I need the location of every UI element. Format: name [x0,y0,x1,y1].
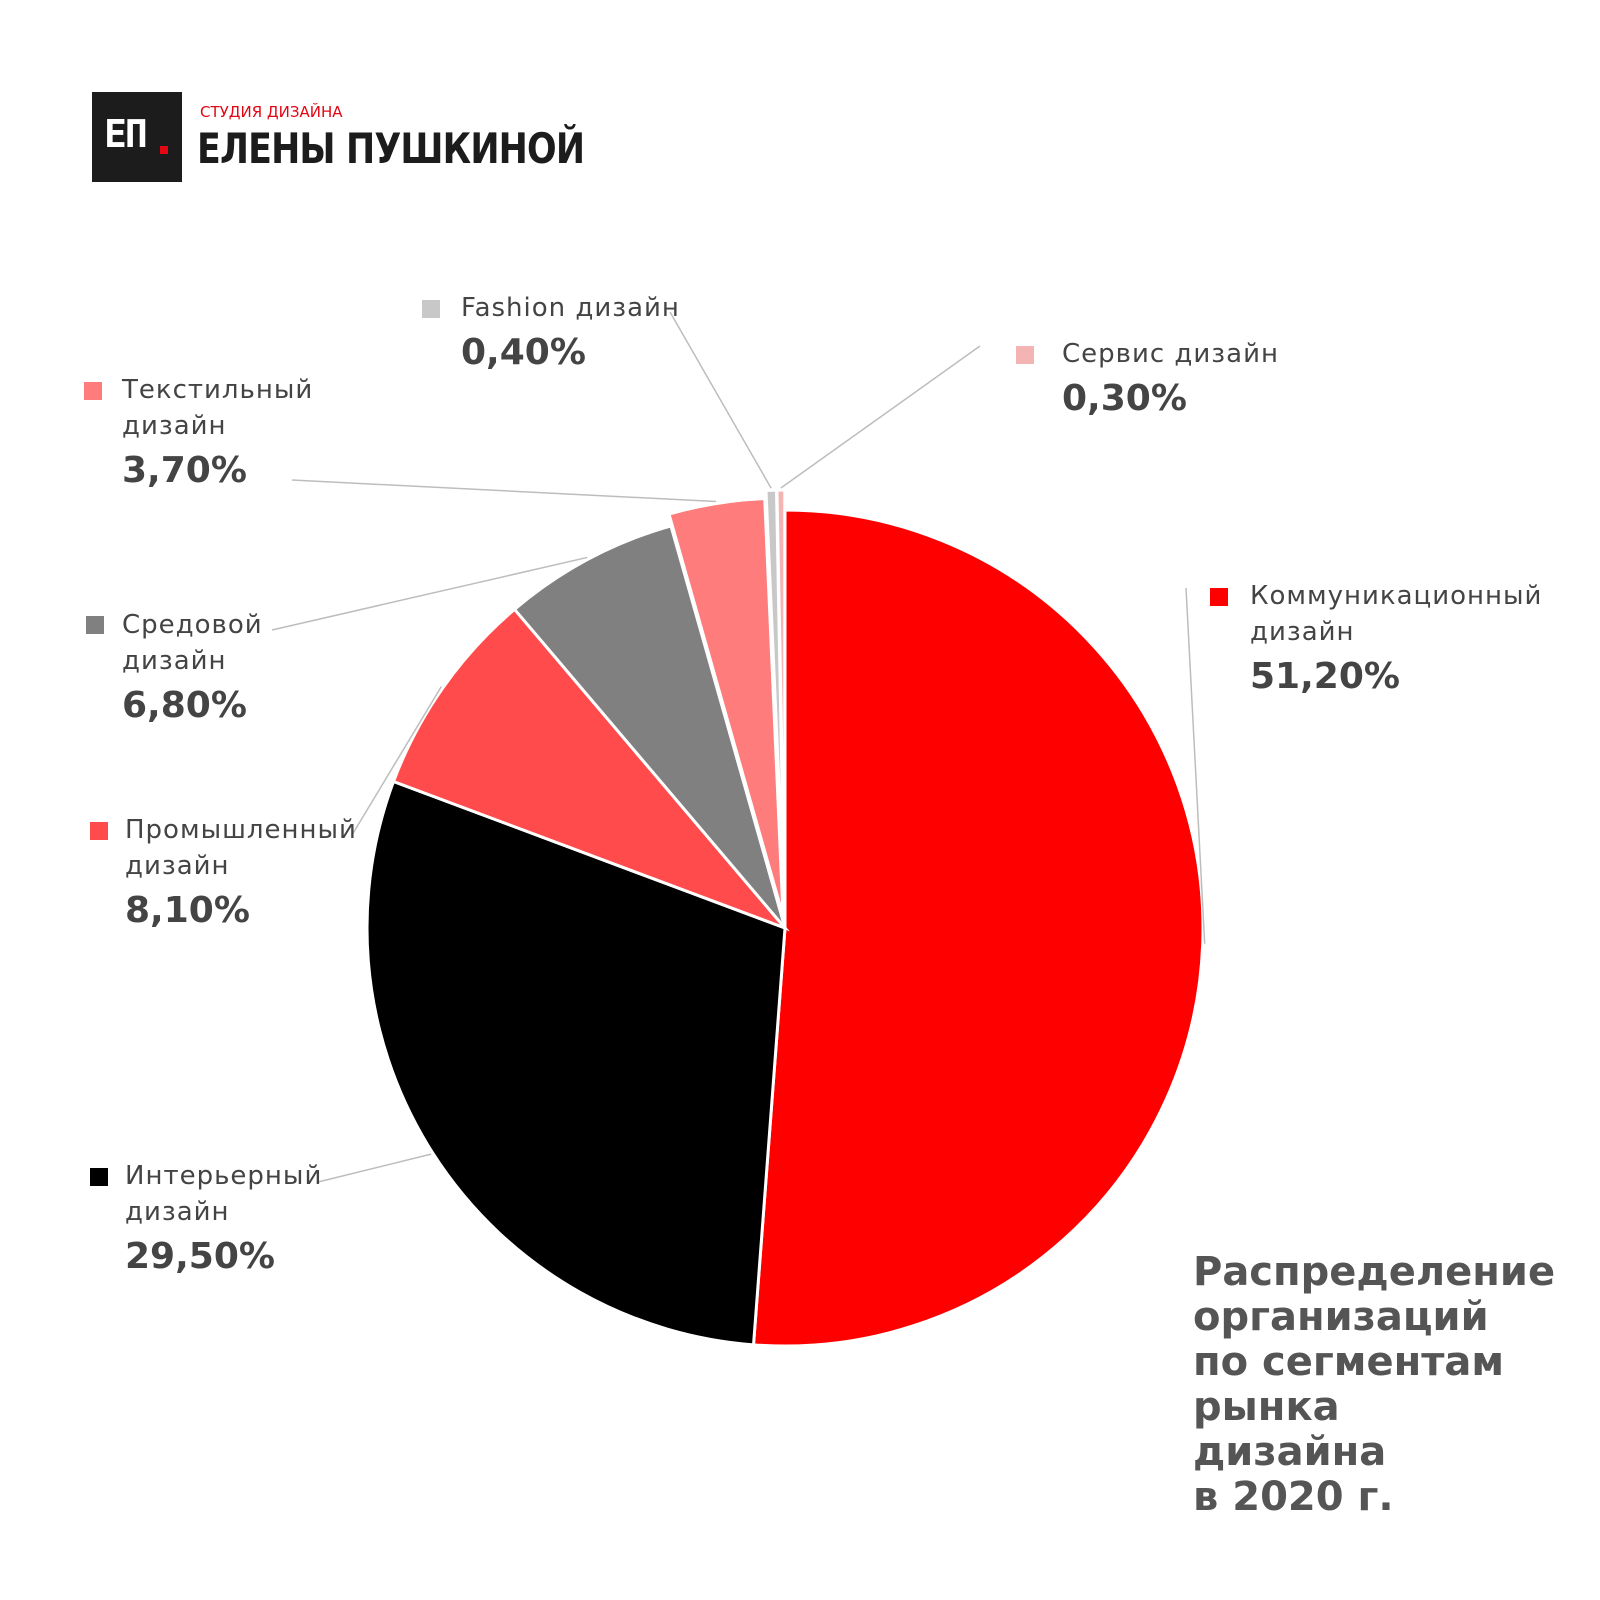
pie-slices [365,488,1205,1348]
slice-label-value: 51,20% [1250,656,1400,697]
leader-lines [271,311,1206,1183]
leader-line [669,311,772,489]
legend-swatch [90,1168,108,1186]
legend-swatch [1016,346,1034,364]
slice-label-name: Сервис дизайн [1062,339,1279,369]
leader-line [351,686,443,836]
slice-label-value: 3,70% [122,450,247,491]
leader-line [317,1153,432,1183]
slice-label-name: дизайн [125,851,230,881]
slice-label-name: Fashion дизайн [461,293,680,323]
slice-label-name: Коммуникационный [1250,581,1543,611]
leader-line [271,556,588,631]
slice-label-value: 6,80% [122,685,247,726]
slice-label: Промышленный дизайн 8,10% [125,812,357,938]
slice-label: Текстильный дизайн 3,70% [122,372,313,498]
legend-swatch [86,616,104,634]
slice-label-name: Текстильный [122,375,314,405]
legend-swatch [84,382,102,400]
slice-label-value: 0,40% [461,332,586,373]
chart-title-line: рынка [1193,1384,1340,1430]
leader-line [1185,587,1206,944]
slice-label: Коммуникационный дизайн 51,20% [1250,578,1542,704]
slice-label-name: Средовой [122,610,263,640]
pie-slice [751,508,1205,1348]
slice-label-name: дизайн [125,1197,230,1227]
legend-swatch [422,300,440,318]
pie-slice [391,607,790,932]
pie-slice [512,524,787,929]
legend-swatch [90,822,108,840]
pie-slice [667,496,785,917]
slice-label-value: 8,10% [125,890,250,931]
slice-label: Средовой дизайн 6,80% [122,607,263,733]
slice-label: Интерьерный дизайн 29,50% [125,1158,322,1284]
logo: ЕП [92,92,182,182]
logo-mark: ЕП [104,112,148,156]
leader-line [291,479,717,503]
slice-label-value: 0,30% [1062,378,1187,419]
pie-slice [365,779,787,1347]
chart-title-line: в 2020 г. [1193,1474,1394,1520]
chart-title-line: дизайна [1193,1429,1387,1475]
chart-title-line: организаций [1193,1294,1489,1340]
leader-line [780,345,981,489]
slice-label-value: 29,50% [125,1236,275,1277]
chart-title-line: Распределение [1193,1249,1556,1295]
chart-title-line: по сегментам [1193,1339,1505,1385]
slice-label-name: Промышленный [125,815,357,845]
brand-subtitle: СТУДИЯ ДИЗАЙНА [200,103,343,121]
logo-dot [160,146,168,154]
slice-label-name: дизайн [122,411,227,441]
slice-label-name: дизайн [1250,617,1355,647]
slice-label-name: Интерьерный [125,1161,323,1191]
brand-name: ЕЛЕНЫ ПУШКИНОЙ [197,124,585,173]
chart-title: Распределение организаций по сегментам р… [1193,1249,1556,1520]
legend-swatch [1210,588,1228,606]
slice-label-name: дизайн [122,646,227,676]
slice-label: Fashion дизайн 0,40% [461,290,680,380]
pie-slice [775,488,787,909]
slice-label: Сервис дизайн 0,30% [1062,336,1279,426]
